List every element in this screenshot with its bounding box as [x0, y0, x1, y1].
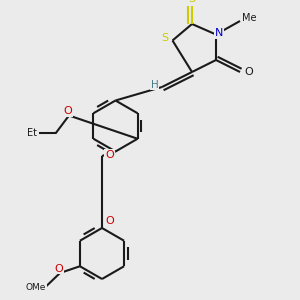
Text: H: H	[151, 80, 158, 90]
Text: N: N	[215, 28, 223, 38]
Text: S: S	[188, 0, 196, 4]
Text: O: O	[105, 149, 114, 160]
Text: Et: Et	[26, 128, 37, 139]
Text: O: O	[244, 67, 253, 77]
Text: O: O	[105, 215, 114, 226]
Text: S: S	[161, 33, 169, 43]
Text: O: O	[63, 106, 72, 116]
Text: OMe: OMe	[26, 283, 46, 292]
Text: O: O	[54, 263, 63, 274]
Text: Me: Me	[242, 13, 256, 23]
